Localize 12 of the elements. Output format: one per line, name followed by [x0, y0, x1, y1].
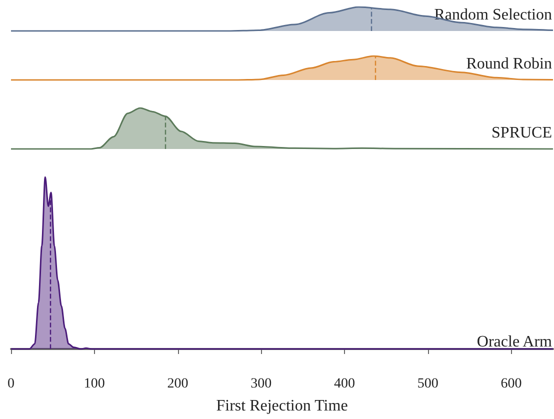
series-label: Random Selection [434, 6, 552, 24]
x-tick-label: 100 [84, 376, 105, 392]
series-label: SPRUCE [492, 124, 552, 142]
x-tick-label: 300 [250, 376, 272, 392]
series-label: Oracle Arm [476, 334, 553, 350]
x-axis-title: First Rejection Time [216, 398, 348, 414]
x-tick-label: 400 [334, 376, 356, 392]
x-tick-label: 600 [500, 376, 522, 392]
x-tick-label: 500 [417, 376, 438, 392]
series-label: Round Robin [466, 56, 552, 72]
x-tick-label: 200 [167, 376, 188, 392]
x-tick-label: 0 [8, 376, 14, 392]
